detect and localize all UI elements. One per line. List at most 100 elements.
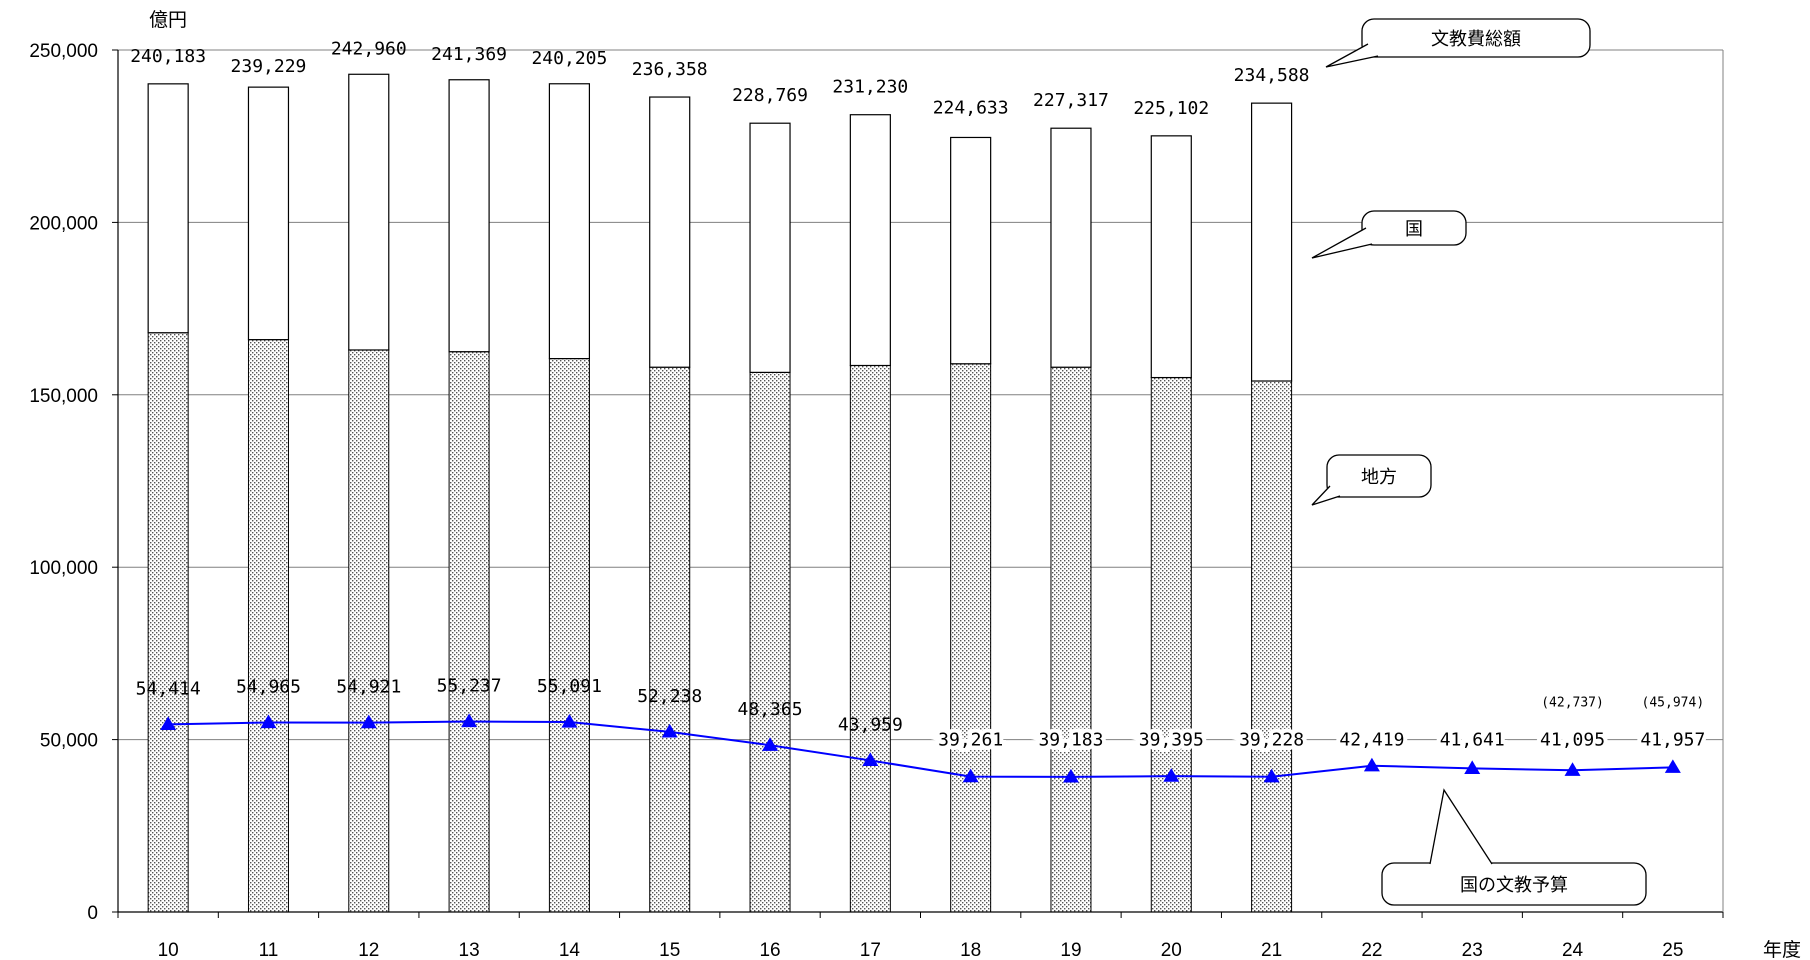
budget-value-label: 42,419 [1339, 730, 1404, 751]
budget-point [862, 752, 879, 767]
budget-point [1062, 768, 1079, 783]
callout-total-box [1361, 18, 1591, 58]
x-tick-label: 18 [960, 940, 981, 960]
x-tick-label: 13 [459, 940, 480, 960]
x-tick-label: 10 [158, 940, 179, 960]
bar-national [247, 86, 290, 341]
total-value-label: 227,317 [1033, 90, 1109, 111]
callout-total-tail [1325, 43, 1379, 68]
x-tick-label: 14 [559, 940, 581, 960]
callout-budget-box [1381, 862, 1647, 906]
budget-value-label: 39,395 [1139, 730, 1204, 751]
budget-point [360, 714, 377, 729]
budget-point [661, 723, 678, 738]
total-value-label: 239,229 [231, 56, 307, 77]
budget-point [160, 716, 177, 730]
total-value-label: 240,205 [531, 48, 607, 69]
bar-local [1050, 366, 1092, 913]
bar-local [247, 339, 289, 913]
budget-point [1564, 762, 1581, 776]
x-tick-label: 21 [1261, 940, 1282, 960]
budget-point [260, 714, 277, 729]
budget-value-label: 55,091 [537, 676, 602, 697]
total-value-label: 242,960 [331, 38, 407, 59]
y-tick-label: 200,000 [29, 213, 98, 234]
budget-point [1664, 759, 1681, 773]
x-tick-label: 11 [259, 940, 279, 960]
total-value-label: 225,102 [1133, 98, 1209, 119]
budget-extra-label: (45,974) [1642, 696, 1705, 711]
total-value-label: 224,633 [933, 97, 1009, 118]
budget-value-label: 54,414 [136, 678, 201, 699]
callout-budget-tail-fill [1430, 790, 1492, 864]
bar-local [749, 371, 791, 913]
y-tick-label: 100,000 [29, 558, 98, 579]
x-tick-label: 25 [1662, 940, 1683, 960]
y-tick-label: 50,000 [40, 731, 98, 752]
bar-national [448, 79, 490, 353]
budget-value-label: 41,641 [1440, 730, 1505, 751]
x-tick-label: 16 [759, 940, 780, 960]
callout-national-label: 国 [1405, 219, 1423, 240]
budget-point [762, 737, 779, 751]
bar-local [548, 358, 590, 913]
bar-national [548, 83, 591, 360]
callout-local-tail [1311, 485, 1341, 506]
bar-national [649, 96, 691, 368]
bar-local [1150, 377, 1192, 913]
budget-point [1464, 760, 1481, 775]
bar-national [147, 83, 189, 334]
budget-value-label: 39,183 [1038, 730, 1103, 751]
callout-local-label: 地方 [1361, 467, 1397, 488]
budget-value-label: 41,095 [1540, 730, 1605, 751]
budget-extra-label: (42,737) [1541, 696, 1604, 711]
budget-value-label: 43,959 [838, 714, 903, 735]
callout-national-box [1361, 210, 1467, 246]
bar-local [950, 363, 992, 913]
callout-local-tail-fill [1312, 486, 1340, 505]
budget-value-label: 39,228 [1239, 730, 1304, 751]
budget-value-label: 52,238 [637, 686, 702, 707]
total-value-label: 241,369 [431, 44, 507, 65]
budget-point [1163, 768, 1180, 782]
budget-value-label: 39,261 [938, 730, 1003, 751]
bar-national [849, 114, 891, 367]
budget-value-label: 55,237 [437, 676, 502, 697]
callout-local-box [1326, 454, 1432, 498]
x-tick-label: 20 [1161, 940, 1182, 960]
x-tick-label: 22 [1361, 940, 1382, 960]
budget-point [561, 714, 578, 728]
bar-local [649, 366, 691, 913]
callout-national-tail-fill [1312, 228, 1372, 258]
total-value-label: 228,769 [732, 85, 808, 106]
x-tick-label: 12 [358, 940, 379, 960]
budget-value-label: 54,921 [336, 677, 401, 698]
x-tick-label: 23 [1462, 940, 1483, 960]
callout-total-tail-fill [1326, 44, 1378, 67]
bar-national [1150, 135, 1192, 379]
callout-total-label: 文教費総額 [1431, 29, 1521, 50]
x-tick-label: 19 [1060, 940, 1081, 960]
bar-national [749, 122, 791, 373]
budget-point [461, 713, 478, 728]
total-value-label: 234,588 [1234, 65, 1310, 86]
y-unit-label: 億円 [149, 9, 187, 31]
bar-national [950, 136, 992, 365]
bar-local [448, 351, 490, 913]
bar-local [1251, 380, 1293, 913]
budget-line [168, 720, 1673, 778]
budget-point [1263, 768, 1280, 783]
y-tick-label: 0 [87, 903, 98, 924]
x-tick-label: 17 [860, 940, 881, 960]
total-value-label: 240,183 [130, 46, 206, 67]
x-unit-label: 年度 [1763, 939, 1801, 960]
bar-local [348, 349, 390, 913]
budget-value-label: 48,365 [738, 699, 803, 720]
total-value-label: 236,358 [632, 59, 708, 80]
callout-budget-tail [1429, 788, 1493, 865]
y-tick-label: 250,000 [29, 41, 98, 62]
x-tick-label: 15 [659, 940, 680, 960]
budget-point [1363, 757, 1380, 772]
